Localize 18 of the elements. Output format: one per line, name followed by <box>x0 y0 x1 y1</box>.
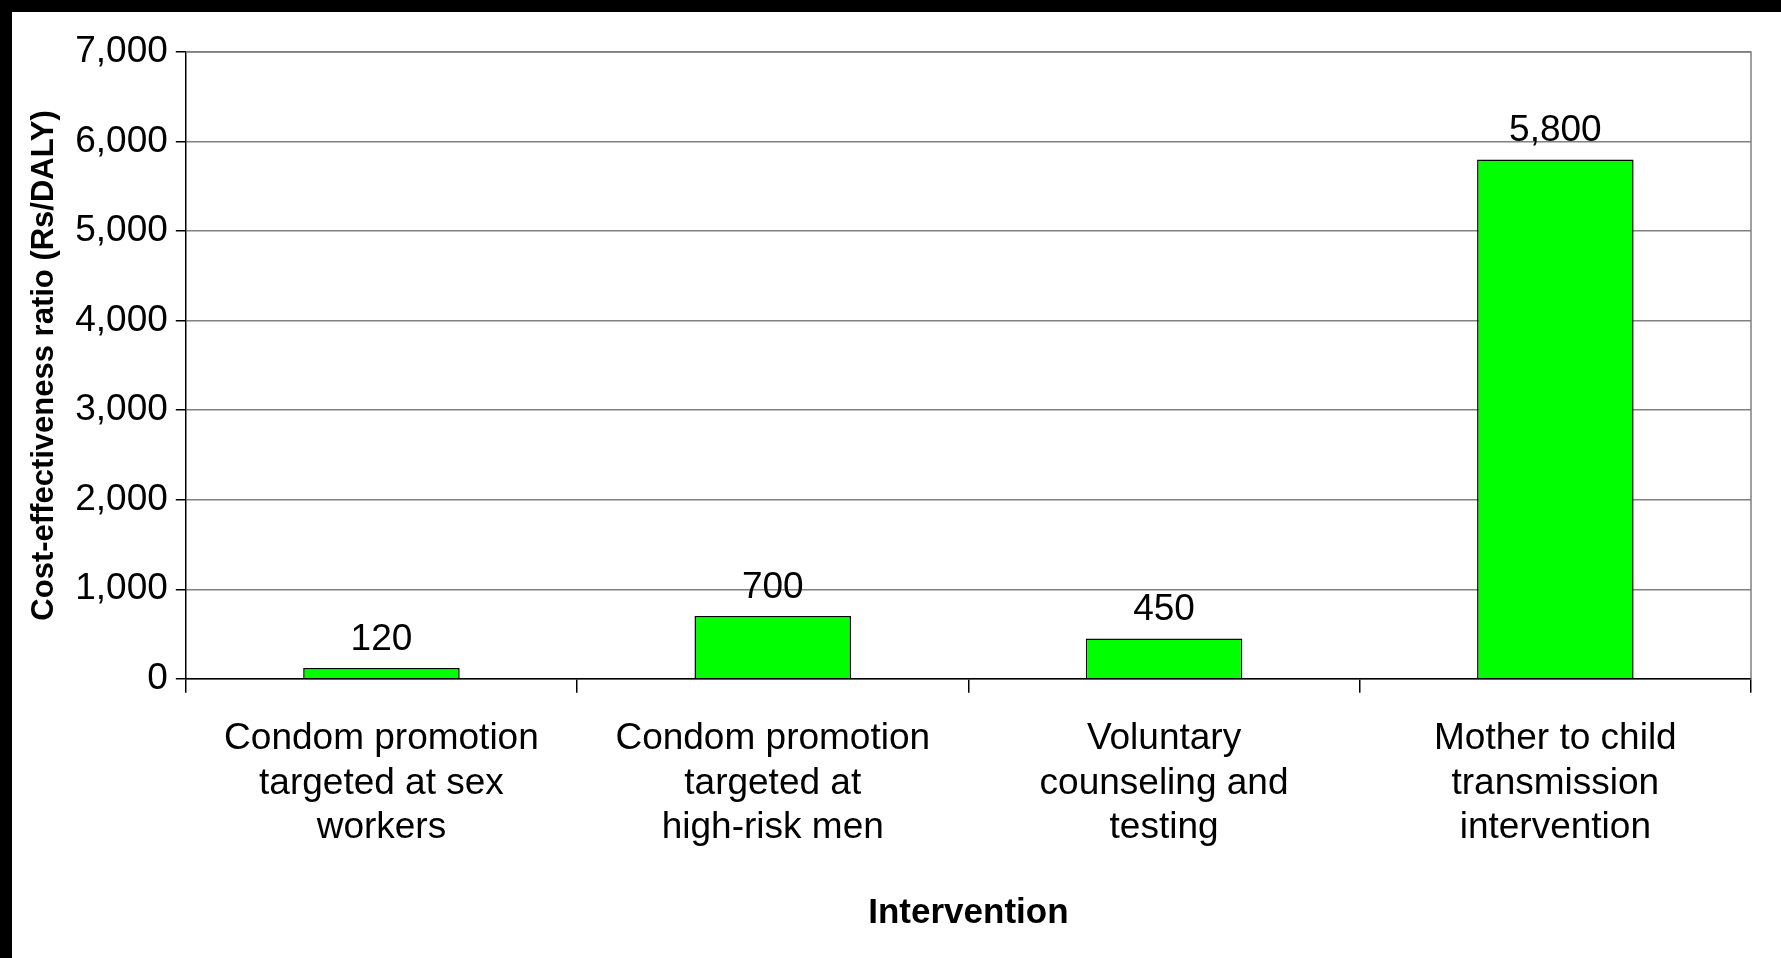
data-label: 450 <box>1133 587 1195 629</box>
y-tick-label: 4,000 <box>75 297 168 339</box>
data-label: 120 <box>350 616 413 658</box>
x-tick-label: Voluntary counseling and testing <box>1039 716 1289 846</box>
x-axis-title: Intervention <box>868 890 1069 930</box>
y-tick-label: 7,000 <box>75 29 168 71</box>
y-tick-label: 6,000 <box>75 118 168 160</box>
y-tick-label: 5,000 <box>75 208 168 250</box>
data-label: 5,800 <box>1509 108 1602 150</box>
x-tick-label: Mother to child transmission intervention <box>1434 716 1677 846</box>
y-tick-label: 3,000 <box>75 387 168 429</box>
y-axis-title: Cost-effectiveness ratio (Rs/DALY) <box>25 110 61 621</box>
y-tick-label: 2,000 <box>75 476 168 518</box>
x-tick-label: Condom promotion targeted at sex workers <box>224 716 539 846</box>
y-tick-label: 0 <box>147 656 168 697</box>
x-tick-label: Condom promotion targeted at high-risk men <box>615 716 931 846</box>
y-tick-label: 1,000 <box>75 566 168 608</box>
data-label: 700 <box>741 564 804 606</box>
